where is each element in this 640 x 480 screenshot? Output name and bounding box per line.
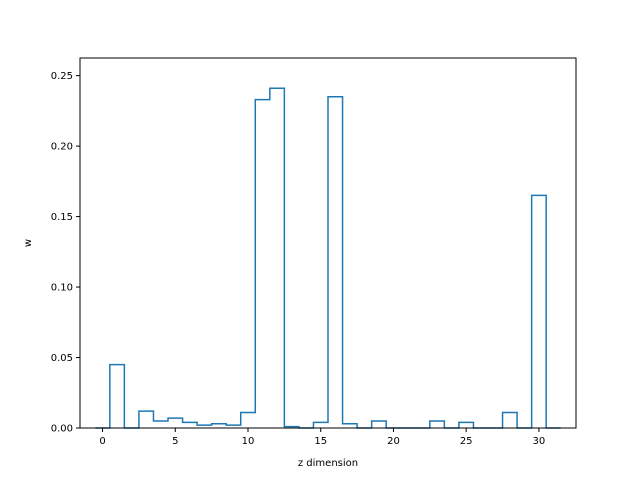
y-axis-label: w <box>23 239 34 247</box>
histogram-bin <box>270 88 285 428</box>
histogram-bin <box>212 424 227 428</box>
x-tick-label: 15 <box>314 436 327 447</box>
x-tick-label: 20 <box>387 436 400 447</box>
histogram-bin <box>372 421 387 428</box>
histogram-bin <box>153 421 168 428</box>
histogram-bin <box>343 424 358 428</box>
x-axis: 0 5 10 15 20 25 30 <box>99 428 545 447</box>
histogram-bin <box>503 413 518 429</box>
histogram-bin <box>532 195 547 428</box>
x-tick-label: 10 <box>242 436 255 447</box>
y-tick-label: 0.00 <box>51 424 73 435</box>
x-tick-label: 30 <box>533 436 546 447</box>
y-axis: 0.00 0.05 0.10 0.15 0.20 0.25 <box>51 71 80 435</box>
y-tick-label: 0.10 <box>51 283 73 294</box>
histogram-bin <box>328 97 343 428</box>
histogram-bin <box>430 421 445 428</box>
histogram-bin <box>168 418 183 428</box>
plot-frame <box>79 57 577 429</box>
histogram-bin <box>241 413 256 429</box>
y-tick-label: 0.25 <box>51 71 73 82</box>
histogram-bin <box>110 365 125 428</box>
x-tick-label: 5 <box>172 436 178 447</box>
histogram-bin <box>459 422 474 428</box>
y-tick-label: 0.20 <box>51 142 73 153</box>
histogram-bin <box>313 422 328 428</box>
x-tick-label: 25 <box>460 436 473 447</box>
histogram-bin <box>255 100 270 428</box>
histogram-bin <box>139 411 154 428</box>
x-tick-label: 0 <box>99 436 105 447</box>
x-axis-label: z dimension <box>298 458 358 469</box>
y-tick-label: 0.05 <box>51 353 73 364</box>
histogram-bin <box>183 422 198 428</box>
y-tick-label: 0.15 <box>51 212 73 223</box>
